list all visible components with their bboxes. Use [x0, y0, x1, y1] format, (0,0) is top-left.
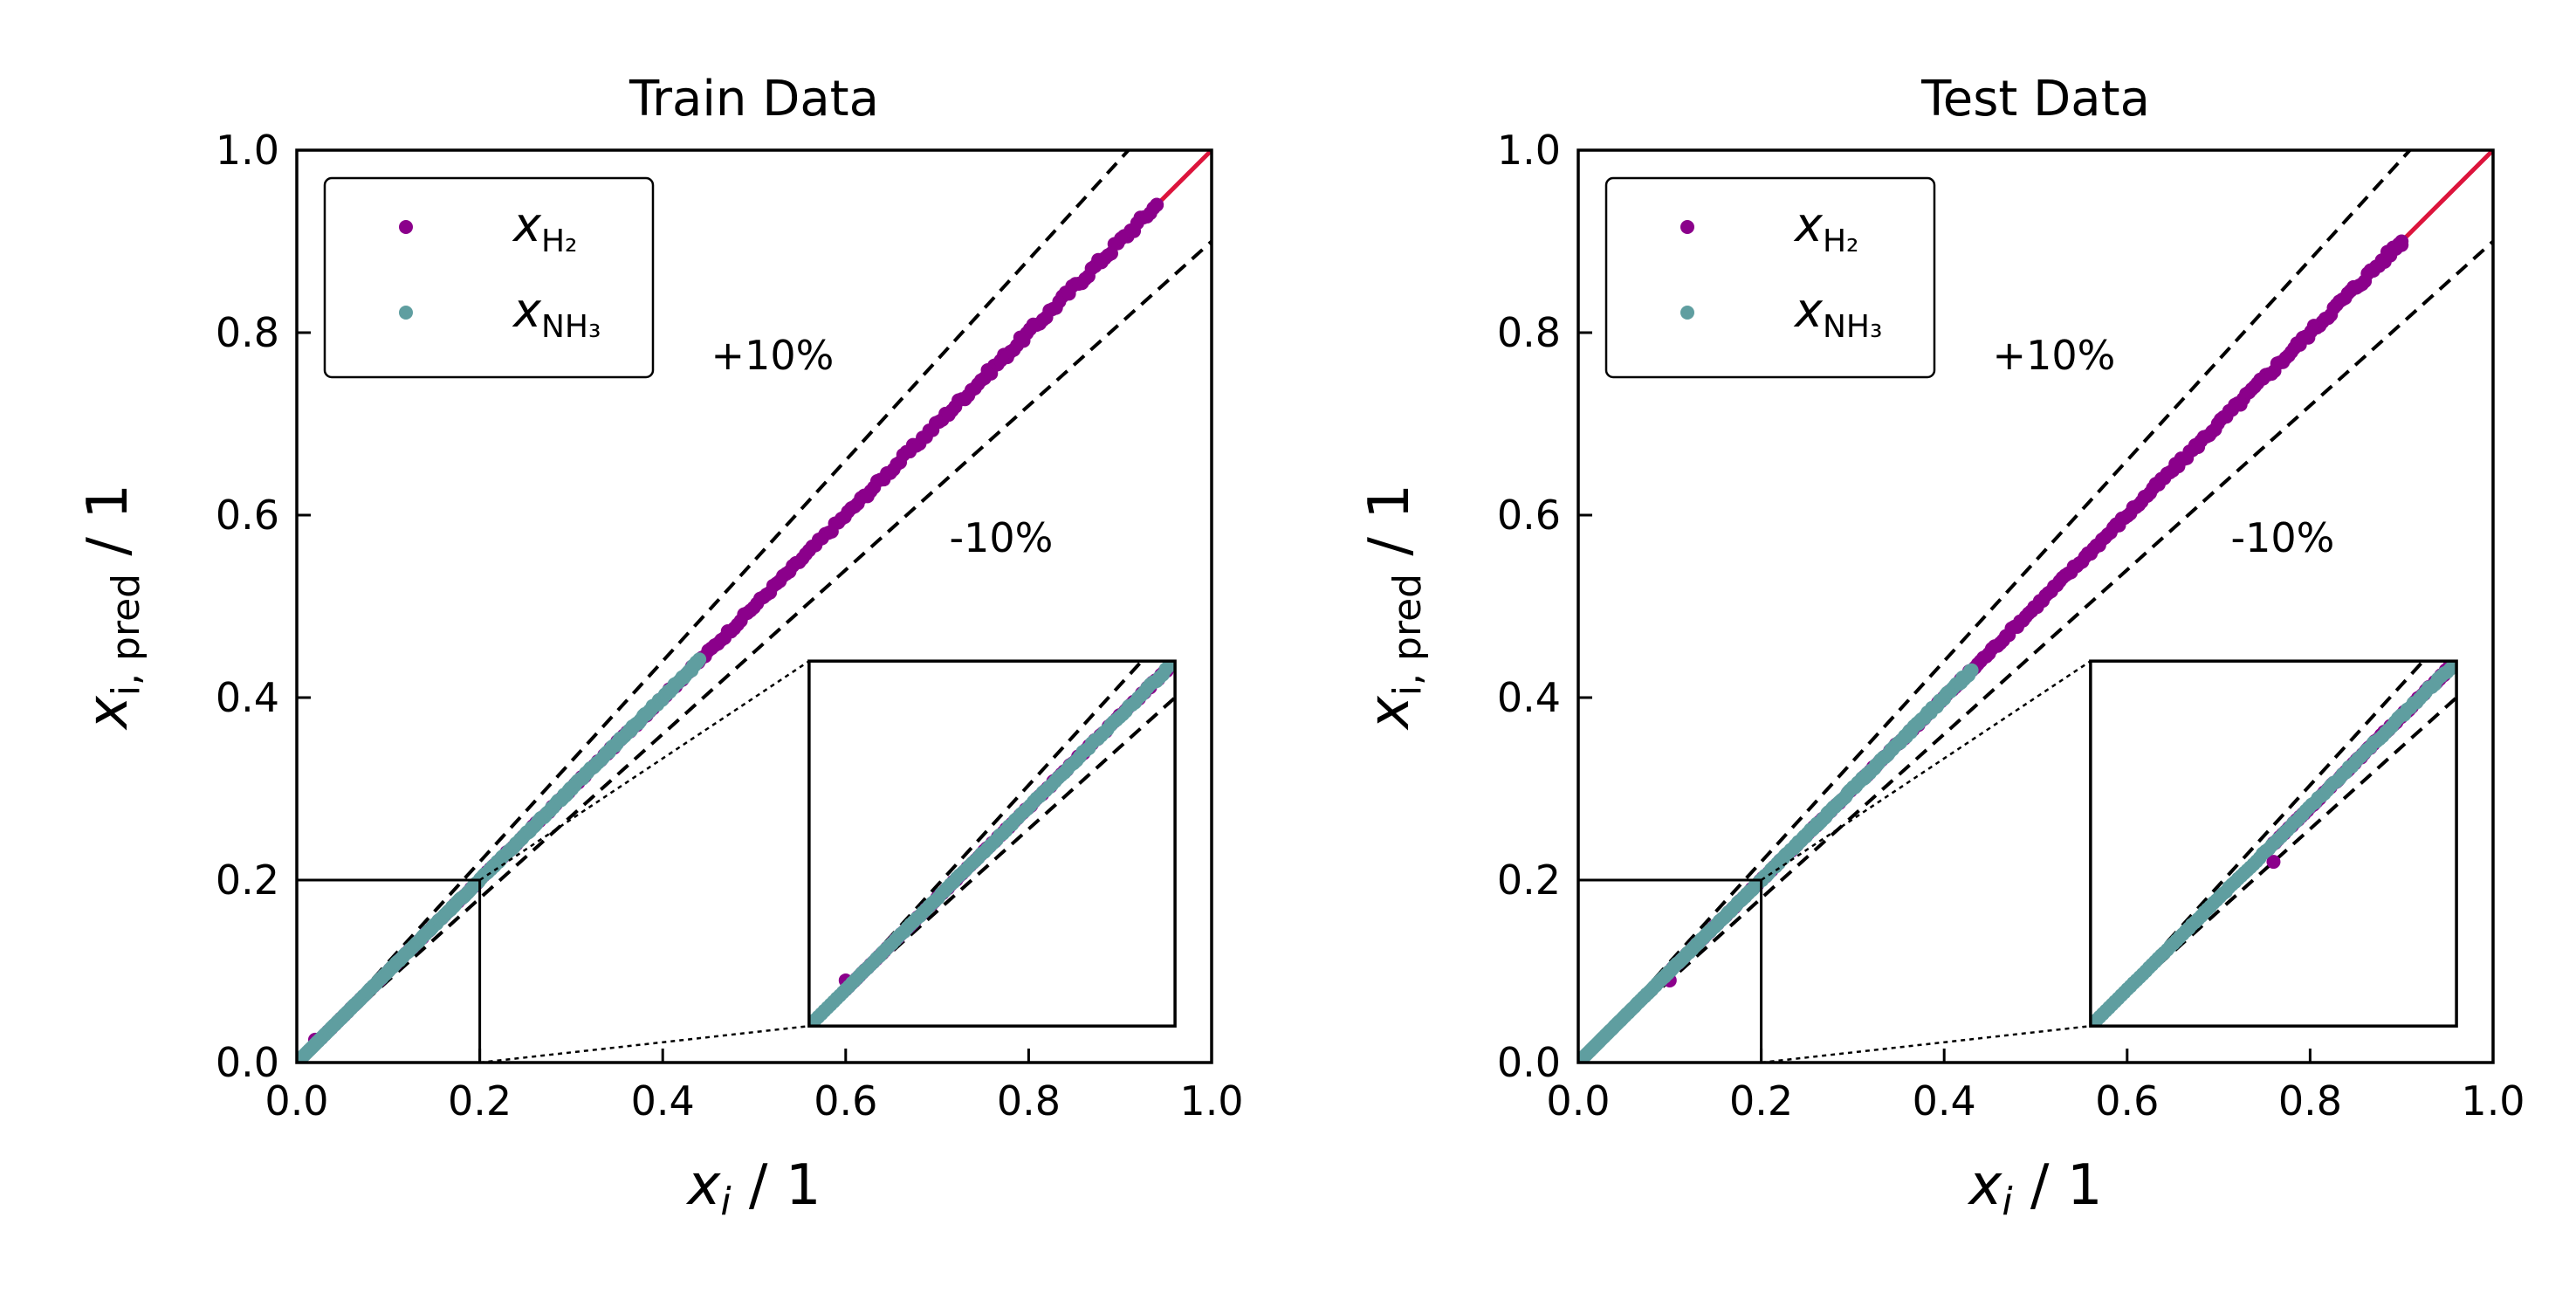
- tolerance-annotation: +10%: [711, 332, 835, 379]
- y-tick-label: 0.2: [1497, 856, 1561, 904]
- legend-marker: [399, 306, 413, 320]
- x-tick-label: 0.2: [448, 1077, 512, 1125]
- inset-tolerance-line: [2090, 661, 2425, 1027]
- tolerance-annotation: -10%: [950, 514, 1054, 561]
- data-point: [1964, 663, 1979, 678]
- x-tick-label: 0.6: [2095, 1077, 2159, 1125]
- inset-plot: [2090, 661, 2457, 1027]
- series-x_NH3: [1578, 663, 1979, 1063]
- x-tick-label: 0.8: [2278, 1077, 2342, 1125]
- legend-label: xH₂: [1793, 197, 1858, 259]
- plot-area: [1578, 150, 2493, 1063]
- x-tick-label: 0.6: [814, 1077, 877, 1125]
- x-axis-label: xi / 1: [1967, 1153, 2102, 1224]
- x-axis-label: xi / 1: [685, 1153, 821, 1224]
- inset-plot: [808, 661, 1176, 1027]
- inset-frame: [807, 659, 1177, 1028]
- x-tick-label: 0.4: [631, 1077, 695, 1125]
- legend-box: [1604, 176, 1936, 379]
- tolerance-line: [1578, 240, 2493, 1063]
- y-tick-label: 0.4: [216, 674, 279, 721]
- legend-marker: [1680, 220, 1694, 234]
- legend-label: xNH₃: [512, 283, 601, 345]
- tolerance-annotation: +10%: [1993, 332, 2116, 379]
- tolerance-annotation: -10%: [2231, 514, 2335, 561]
- x-tick-label: 1.0: [2461, 1077, 2524, 1125]
- y-tick-label: 0.8: [1497, 309, 1561, 356]
- legend: xH₂ xNH₃: [1604, 176, 1936, 379]
- y-tick-label: 0.6: [216, 492, 279, 539]
- data-point: [1150, 197, 1164, 212]
- inset-data-point: [2266, 855, 2281, 870]
- legend-box: [323, 176, 655, 379]
- y-tick-label: 0.0: [216, 1039, 279, 1086]
- series-x_NH3: [297, 652, 707, 1063]
- inset-axes: [2089, 659, 2458, 1028]
- x-tick-label: 0.0: [264, 1077, 328, 1125]
- chart-title: Test Data: [1920, 71, 2150, 127]
- inset-data-point: [2449, 661, 2457, 669]
- y-tick-label: 0.6: [1497, 492, 1561, 539]
- legend-marker: [399, 220, 413, 234]
- y-tick-label: 0.2: [216, 856, 279, 904]
- x-tick-label: 0.4: [1913, 1077, 1976, 1125]
- y-tick-label: 0.0: [1497, 1039, 1561, 1086]
- y-tick-label: 0.8: [216, 309, 279, 356]
- data-point: [2394, 234, 2409, 249]
- y-tick-label: 1.0: [216, 127, 279, 174]
- y-tick-label: 1.0: [1497, 127, 1561, 174]
- plot-area: [297, 150, 1212, 1063]
- tolerance-line: [297, 150, 1130, 1063]
- legend: xH₂ xNH₃: [323, 176, 655, 379]
- chart-panel-1: +10% -10% 0.0 0.2 0.4 0.6 0.8 1.0 0.0 0.2 0.4 0.6 0.…: [76, 71, 1244, 1224]
- y-axis-label: xi, pred / 1: [76, 484, 148, 731]
- x-tick-label: 0.2: [1729, 1077, 1793, 1125]
- connector-line: [1761, 1024, 2092, 1064]
- axes-frame: [295, 148, 1213, 1064]
- x-tick-label: 0.8: [997, 1077, 1061, 1125]
- tolerance-line: [1578, 150, 2412, 1063]
- chart-title: Train Data: [629, 71, 879, 127]
- inset-tolerance-line: [808, 661, 1144, 1027]
- connector-line: [478, 660, 810, 882]
- y-axis-label: xi, pred / 1: [1357, 484, 1430, 731]
- data-point: [692, 652, 707, 667]
- tolerance-line: [297, 240, 1212, 1063]
- x-tick-label: 1.0: [1179, 1077, 1243, 1125]
- inset-axes: [807, 659, 1177, 1028]
- y-tick-label: 0.4: [1497, 674, 1561, 721]
- chart-panel-2: +10% -10% 0.0 0.2 0.4 0.6 0.8 1.0 0.0 0.2 0.4 0.6 0.…: [1357, 71, 2525, 1224]
- inset-frame: [2089, 659, 2458, 1028]
- connector-line: [479, 1024, 810, 1064]
- connector-line: [1760, 660, 2092, 882]
- axes-frame: [1577, 148, 2495, 1064]
- inset-data-point: [1168, 661, 1176, 669]
- x-tick-label: 0.0: [1546, 1077, 1610, 1125]
- legend-label: xNH₃: [1793, 283, 1882, 345]
- legend-marker: [1680, 306, 1694, 320]
- legend-label: xH₂: [512, 197, 577, 259]
